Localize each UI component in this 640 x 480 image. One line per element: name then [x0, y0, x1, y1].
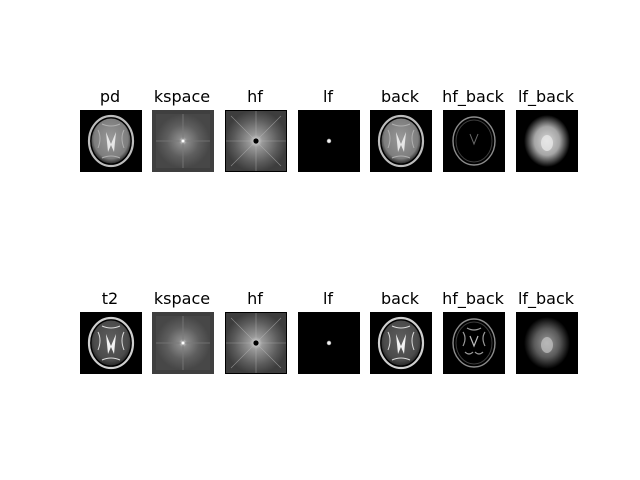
panel-title: pd [99, 87, 121, 106]
image-lf-back [516, 110, 578, 172]
panel-title: back [380, 87, 420, 106]
image-kspace [152, 110, 214, 172]
panel-image [370, 312, 432, 374]
panel-image [80, 110, 142, 172]
panel-image [516, 110, 578, 172]
image-back [370, 312, 432, 374]
panel-image [225, 312, 287, 374]
panel-title: lf_back [517, 289, 575, 308]
image-back [370, 110, 432, 172]
image-t2 [80, 312, 142, 374]
image-hf-back [443, 312, 505, 374]
panel-image [298, 312, 360, 374]
panel-image [80, 312, 142, 374]
image-hf [225, 312, 287, 374]
panel-image [443, 312, 505, 374]
image-pd [80, 110, 142, 172]
panel-title: hf_back [442, 289, 504, 308]
panel-title: lf_back [517, 87, 575, 106]
image-hf-back [443, 110, 505, 172]
image-kspace [152, 312, 214, 374]
panel-image [370, 110, 432, 172]
panel-title: kspace [153, 87, 211, 106]
panel-image [298, 110, 360, 172]
panel-image [152, 312, 214, 374]
panel-image [443, 110, 505, 172]
panel-image [152, 110, 214, 172]
panel-title: kspace [153, 289, 211, 308]
panel-title: lf [322, 87, 334, 106]
image-lf-back [516, 312, 578, 374]
image-lf [298, 312, 360, 374]
panel-image [225, 110, 287, 172]
image-lf [298, 110, 360, 172]
panel-title: hf [247, 289, 263, 308]
panel-image [516, 312, 578, 374]
image-hf [225, 110, 287, 172]
panel-title: hf [247, 87, 263, 106]
panel-title: back [380, 289, 420, 308]
panel-title: t2 [101, 289, 119, 308]
panel-title: lf [322, 289, 334, 308]
panel-title: hf_back [442, 87, 504, 106]
